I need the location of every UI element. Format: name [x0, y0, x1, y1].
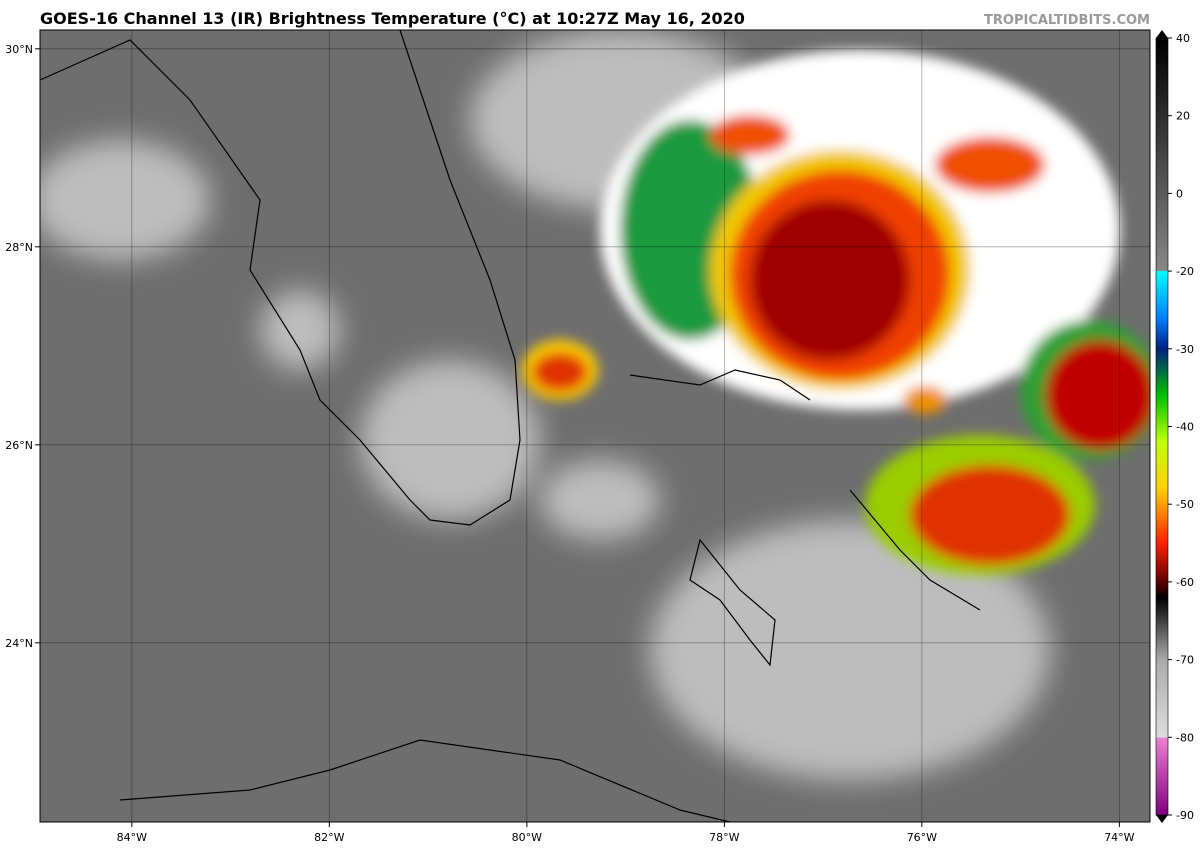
- lat-label: 30°N: [5, 43, 33, 56]
- colorbar-label: 0: [1176, 187, 1183, 200]
- lon-label: 84°W: [117, 831, 147, 844]
- colorbar-label: -70: [1176, 654, 1194, 667]
- colorbar-label: -30: [1176, 343, 1194, 356]
- credit: TROPICALTIDBITS.COM: [984, 13, 1150, 28]
- colorbar: [1155, 37, 1169, 816]
- satellite-image: [40, 30, 1150, 822]
- colorbar-label: 20: [1176, 110, 1190, 123]
- lon-label: 78°W: [709, 831, 739, 844]
- title: GOES-16 Channel 13 (IR) Brightness Tempe…: [40, 9, 745, 28]
- colorbar-label: -90: [1176, 809, 1194, 822]
- colorbar-label: -20: [1176, 265, 1194, 278]
- lon-label: 74°W: [1104, 831, 1134, 844]
- colorbar-label: -40: [1176, 421, 1194, 434]
- colorbar-label: 40: [1176, 32, 1190, 45]
- lat-label: 28°N: [5, 241, 33, 254]
- map-frame: [39, 29, 1151, 823]
- colorbar-label: -50: [1176, 498, 1194, 511]
- lon-label: 76°W: [907, 831, 937, 844]
- colorbar-label: -80: [1176, 731, 1194, 744]
- colorbar-label: -60: [1176, 576, 1194, 589]
- lon-label: 80°W: [512, 831, 542, 844]
- lat-label: 26°N: [5, 439, 33, 452]
- lon-label: 82°W: [314, 831, 344, 844]
- lat-label: 24°N: [5, 637, 33, 650]
